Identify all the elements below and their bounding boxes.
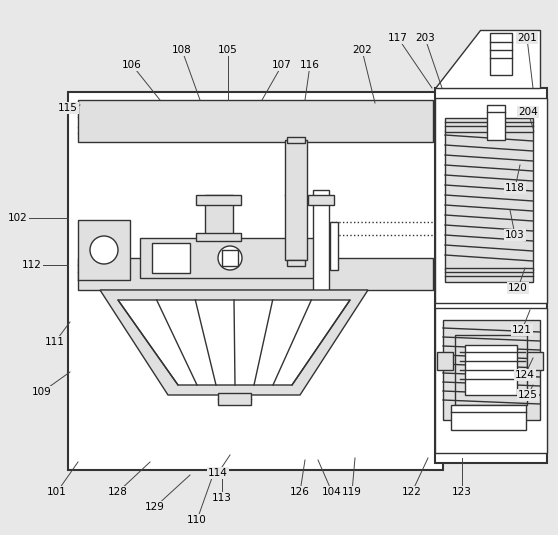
Text: 128: 128 [108,487,128,497]
Text: 108: 108 [172,45,192,55]
Text: 110: 110 [187,515,207,525]
Text: 125: 125 [518,390,538,400]
Text: 107: 107 [272,60,292,70]
Text: 106: 106 [122,60,142,70]
Polygon shape [118,300,350,385]
Text: 203: 203 [415,33,435,43]
Text: 101: 101 [47,487,67,497]
Bar [308,195,334,205]
Bar [451,405,526,430]
Circle shape [90,236,118,264]
Bar [445,130,533,270]
Bar [435,98,547,303]
Bar [218,393,251,405]
Bar [285,140,307,260]
Text: 102: 102 [8,213,28,223]
Bar [445,268,533,282]
Text: 126: 126 [290,487,310,497]
Text: 113: 113 [212,493,232,503]
Text: 123: 123 [452,487,472,497]
Bar [78,220,130,280]
Circle shape [218,246,242,270]
Bar [68,92,443,470]
Bar [443,320,540,420]
Text: 120: 120 [508,283,528,293]
Text: 118: 118 [505,183,525,193]
Text: 201: 201 [517,33,537,43]
Bar [490,33,512,75]
Text: 121: 121 [512,325,532,335]
Text: 116: 116 [300,60,320,70]
Text: 112: 112 [22,260,42,270]
Text: 104: 104 [322,487,342,497]
Bar [455,335,527,405]
Polygon shape [435,30,540,88]
Bar [196,233,241,241]
Text: 114: 114 [208,468,228,478]
Bar [313,190,329,330]
Bar [205,195,233,240]
Bar [445,118,533,132]
Bar [308,315,334,325]
Text: 117: 117 [388,33,408,43]
Bar [287,260,305,266]
Bar [487,105,505,140]
Bar [78,258,433,290]
Text: 122: 122 [402,487,422,497]
Text: 115: 115 [58,103,78,113]
Text: 105: 105 [218,45,238,55]
Bar [527,352,543,370]
Bar [435,88,547,463]
Bar [287,137,305,143]
Bar [437,352,453,370]
Text: 109: 109 [32,387,52,397]
Text: 111: 111 [45,337,65,347]
Polygon shape [100,290,368,395]
Text: 202: 202 [352,45,372,55]
Bar [465,345,517,395]
Bar [140,238,320,278]
Text: 119: 119 [342,487,362,497]
Bar [330,222,338,270]
Bar [78,100,433,142]
Text: 124: 124 [515,370,535,380]
Text: 204: 204 [518,107,538,117]
Bar [435,308,547,453]
Bar [222,250,238,266]
Text: 103: 103 [505,230,525,240]
Bar [196,195,241,205]
Text: 129: 129 [145,502,165,512]
Bar [152,243,190,273]
